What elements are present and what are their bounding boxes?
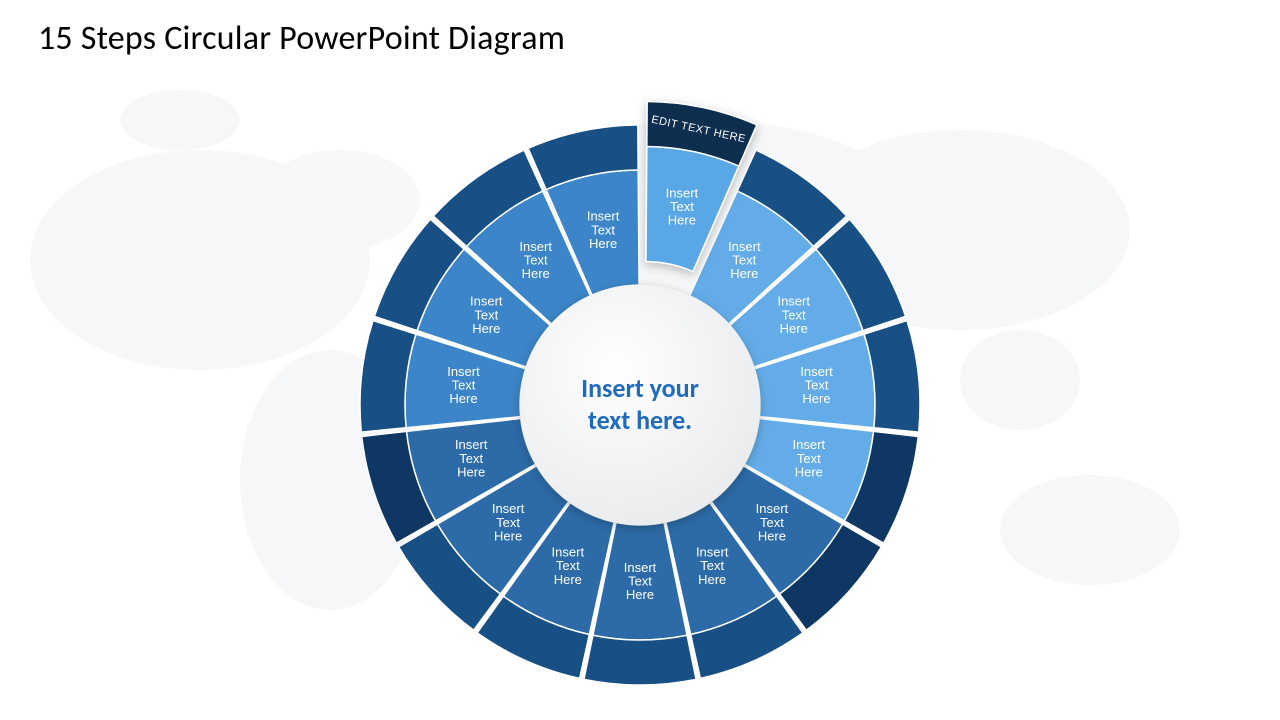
segment-label[interactable]: InsertTextHere	[728, 239, 761, 281]
segment-label[interactable]: InsertTextHere	[492, 502, 525, 544]
segment-label[interactable]: InsertTextHere	[624, 560, 657, 602]
segment-label[interactable]: InsertTextHere	[455, 438, 488, 480]
circular-diagram: InsertTextHereInsertTextHereInsertTextHe…	[290, 65, 990, 715]
segment-label[interactable]: InsertTextHere	[519, 239, 552, 281]
segment-label[interactable]: InsertTextHere	[470, 294, 503, 336]
segment-label[interactable]: InsertTextHere	[777, 294, 810, 336]
segment-label[interactable]: InsertTextHere	[587, 209, 620, 251]
center-text-line2[interactable]: text here.	[588, 404, 692, 436]
page-title: 15 Steps Circular PowerPoint Diagram	[38, 18, 565, 59]
segment-outer[interactable]	[584, 635, 696, 685]
segment-label[interactable]: InsertTextHere	[756, 502, 789, 544]
segment-label[interactable]: InsertTextHere	[800, 364, 833, 406]
segment-label[interactable]: InsertTextHere	[793, 438, 826, 480]
segment-label[interactable]: InsertTextHere	[696, 545, 729, 587]
segment-label[interactable]: InsertTextHere	[552, 545, 585, 587]
segment-label[interactable]: InsertTextHere	[447, 364, 480, 406]
segment-label[interactable]: InsertTextHere	[666, 186, 699, 228]
center-text-line1[interactable]: Insert your	[581, 372, 699, 404]
